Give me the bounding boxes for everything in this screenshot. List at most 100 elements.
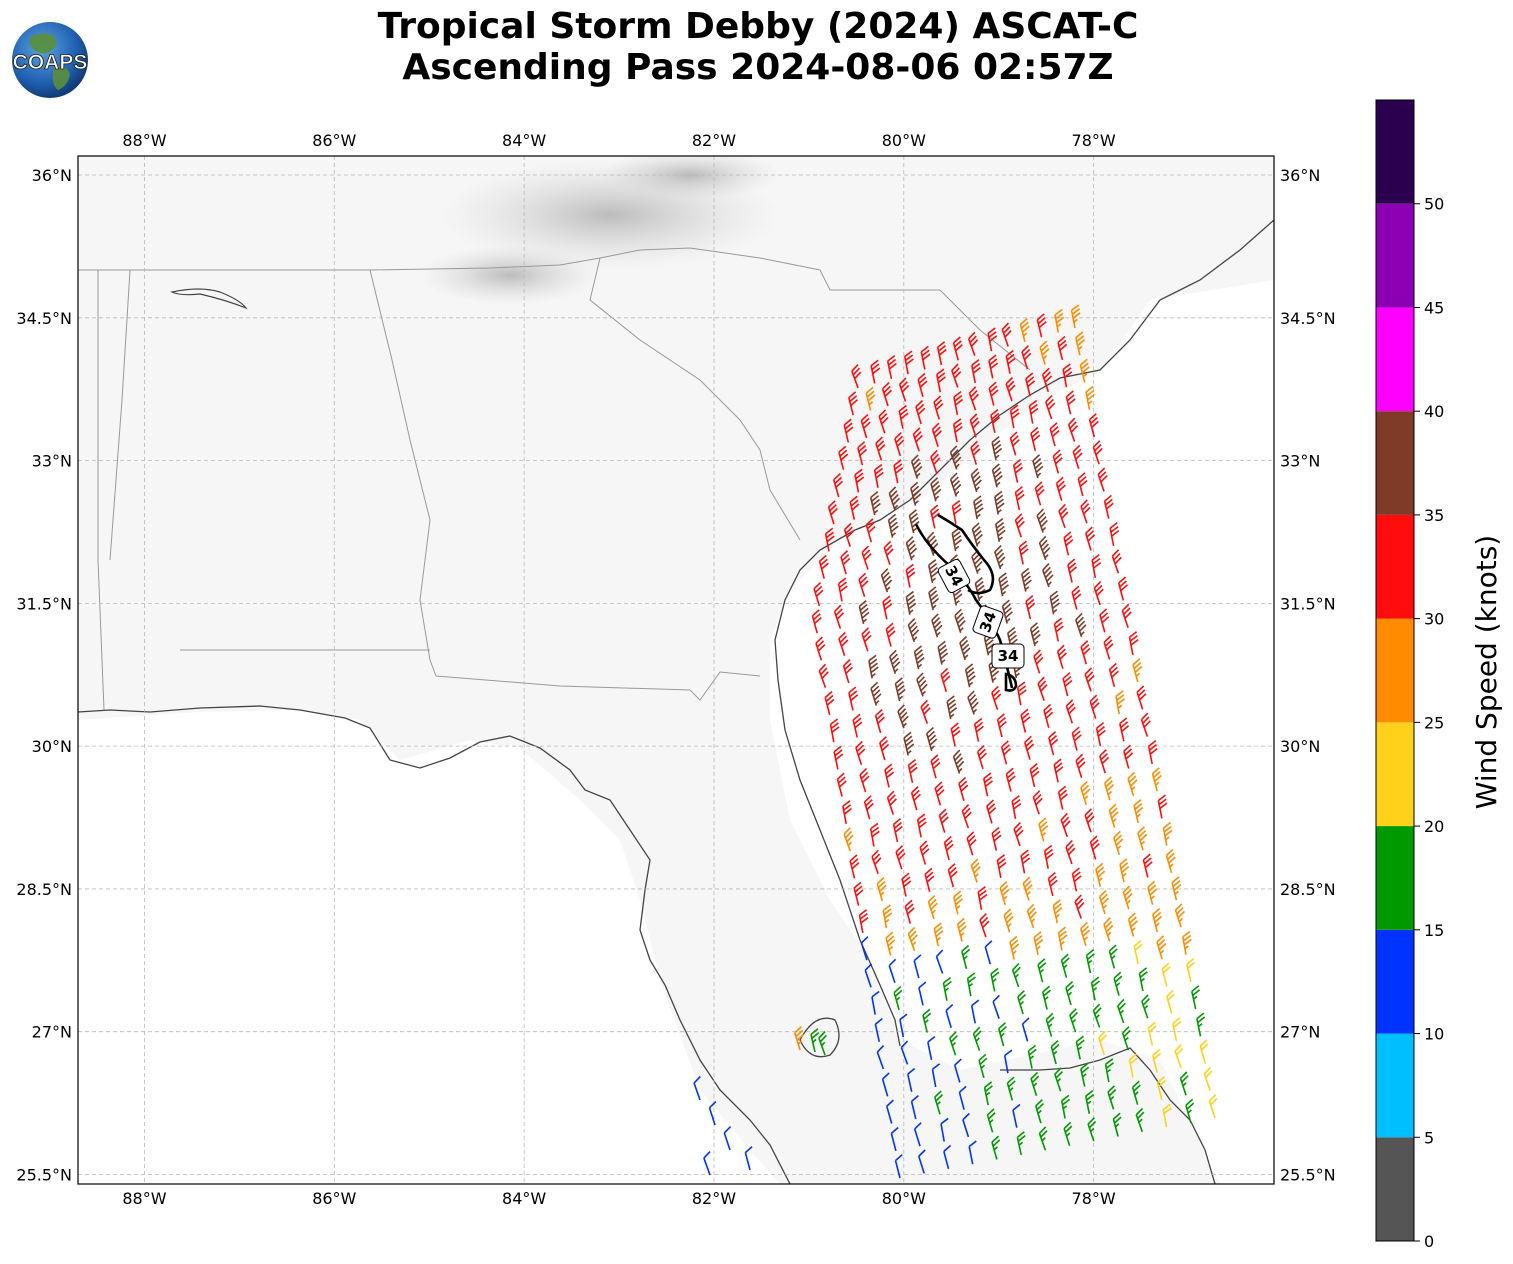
lon-tick-label: 80°W (882, 1189, 926, 1208)
wind-barb (940, 667, 951, 693)
wind-barb (970, 999, 980, 1024)
lat-tick-label: 36°N (32, 166, 72, 185)
lon-tick-label: 88°W (122, 131, 166, 150)
lat-tick-label: 33°N (1280, 452, 1320, 471)
wind-barb (869, 822, 880, 847)
wind-barb (905, 563, 916, 588)
wind-barb (1161, 962, 1171, 987)
lat-tick-label: 33°N (32, 452, 72, 471)
wind-barb (1133, 799, 1144, 824)
colorbar-tick-label: 50 (1424, 195, 1444, 214)
wind-barb (969, 413, 980, 438)
wind-barb (881, 1072, 890, 1097)
wind-barb (836, 772, 847, 797)
wind-barb (1063, 531, 1074, 556)
wind-barb (910, 786, 921, 811)
lat-tick-label: 34.5°N (1280, 309, 1336, 328)
wind-barb (1127, 912, 1138, 937)
wind-barb (885, 1099, 894, 1124)
wind-barb (918, 981, 927, 1006)
wind-barb (924, 867, 935, 892)
title-line-1: Tropical Storm Debby (2024) ASCAT-C (377, 6, 1139, 47)
wind-barb (1117, 576, 1129, 601)
wind-barb (904, 899, 915, 924)
wind-barb (976, 744, 988, 770)
land-shading (78, 156, 1274, 1184)
wind-barb (952, 749, 965, 774)
wind-barb (1142, 853, 1153, 878)
wind-barb (1020, 708, 1031, 733)
wind-barb (833, 745, 844, 770)
wind-barb (943, 835, 954, 861)
wind-barb (1036, 508, 1048, 533)
wind-barb (1098, 1030, 1108, 1055)
wind-barb (857, 441, 868, 466)
wind-barb (897, 704, 909, 729)
wind-barb (1092, 1003, 1102, 1028)
wind-barb (1005, 376, 1016, 402)
wind-barb (876, 1045, 885, 1070)
wind-barb (887, 513, 899, 538)
lon-tick-label: 80°W (882, 131, 926, 150)
wind-barb (888, 486, 901, 511)
wind-barb (837, 577, 848, 602)
wind-barb (962, 1112, 970, 1138)
wind-barb (868, 654, 879, 679)
wind-barb (916, 672, 928, 697)
colorbar: 0 5 10 15 20 25 30 35 40 45 50 (1375, 99, 1444, 1251)
colorbar-tick-label: 35 (1424, 506, 1444, 525)
wind-barb (876, 877, 887, 902)
colorbar-bin (1376, 618, 1414, 723)
wind-barb (1128, 1053, 1138, 1078)
wind-barb (1028, 399, 1039, 424)
wind-barb (936, 341, 947, 366)
wind-barb (827, 500, 839, 525)
wind-barb (1001, 322, 1012, 347)
wind-barb (947, 863, 958, 888)
wind-barb (954, 608, 966, 633)
wind-barb (949, 472, 962, 497)
coastline (1000, 1047, 1216, 1184)
wind-barb (840, 550, 851, 575)
wind-barb (933, 395, 944, 420)
wind-barb (910, 481, 922, 506)
wind-barb (920, 699, 931, 724)
wind-barb (1084, 667, 1095, 692)
lon-tick-label: 84°W (502, 1189, 546, 1208)
wind-barb (913, 954, 922, 979)
wind-barb (910, 1095, 919, 1120)
colorbar-tick-label: 25 (1424, 713, 1444, 732)
wind-barb (892, 818, 903, 843)
wind-barb (942, 976, 952, 1001)
wind-barb (1080, 499, 1091, 524)
wind-barb (838, 445, 849, 470)
wind-barb (1038, 1126, 1048, 1151)
wind-barb (951, 363, 962, 388)
wind-barb (966, 972, 976, 997)
colorbar-bin (1376, 203, 1414, 308)
lon-tick-label: 88°W (122, 1189, 166, 1208)
wind-barb (927, 895, 938, 920)
wind-barb (1019, 317, 1030, 342)
wind-barb (1038, 817, 1049, 842)
wind-barb (1054, 1067, 1063, 1092)
colorbar-tick-label: 15 (1424, 921, 1444, 940)
wind-barb (1038, 535, 1051, 561)
wind-barb (931, 422, 942, 447)
lat-tick-label: 36°N (1280, 166, 1320, 185)
wind-barb (973, 717, 984, 742)
wind-barb (1047, 872, 1058, 897)
wind-barb (875, 436, 886, 461)
coastline (774, 219, 1274, 1047)
wind-barb (910, 454, 923, 479)
coastline (78, 705, 791, 1184)
wind-barb (930, 754, 941, 779)
wind-barb (943, 1144, 952, 1170)
wind-barb (970, 440, 981, 465)
wind-barb (1089, 694, 1100, 719)
wind-barb (991, 463, 1003, 488)
wind-barb (1053, 758, 1064, 783)
wind-barb (991, 685, 1002, 711)
wind-barb (1016, 681, 1027, 706)
wind-barb (986, 799, 997, 824)
